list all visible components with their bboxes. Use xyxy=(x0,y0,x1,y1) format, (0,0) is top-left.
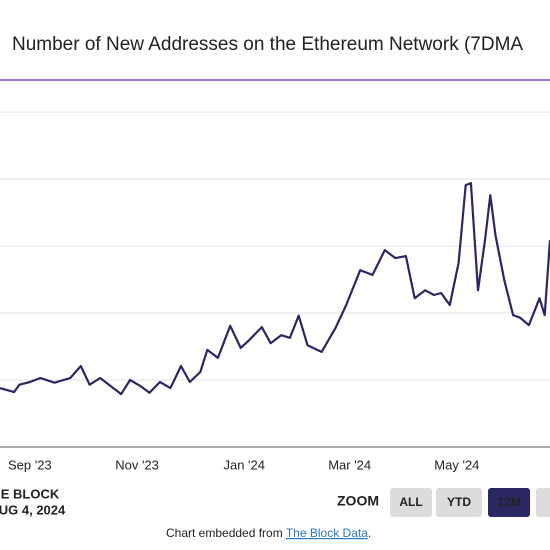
x-tick-label: Mar '24 xyxy=(328,457,371,472)
date: UG 4, 2024 xyxy=(0,502,66,517)
embed-text: Chart embedded from xyxy=(166,526,286,540)
zoom-button-label[interactable]: YTD xyxy=(447,495,471,509)
zoom-button[interactable] xyxy=(390,488,432,517)
zoom-button-label[interactable]: ALL xyxy=(399,495,422,509)
zoom-label: ZOOM xyxy=(337,493,379,509)
zoom-button-label[interactable]: 12M xyxy=(497,495,520,509)
brand: E BLOCK xyxy=(1,486,60,501)
x-tick-label: May '24 xyxy=(434,457,479,472)
series-line xyxy=(0,182,550,396)
x-tick-label: Jan '24 xyxy=(223,457,265,472)
embed-end: . xyxy=(368,526,371,540)
x-tick-label: Nov '23 xyxy=(115,457,159,472)
zoom-button[interactable] xyxy=(436,488,482,517)
zoom-button[interactable] xyxy=(536,488,550,517)
chart-title: Number of New Addresses on the Ethereum … xyxy=(12,34,523,55)
x-tick-label: Sep '23 xyxy=(8,457,52,472)
zoom-button[interactable] xyxy=(488,488,530,517)
embed-link[interactable]: The Block Data xyxy=(286,526,368,540)
embed-note: Chart embedded from The Block Data. xyxy=(166,526,371,540)
